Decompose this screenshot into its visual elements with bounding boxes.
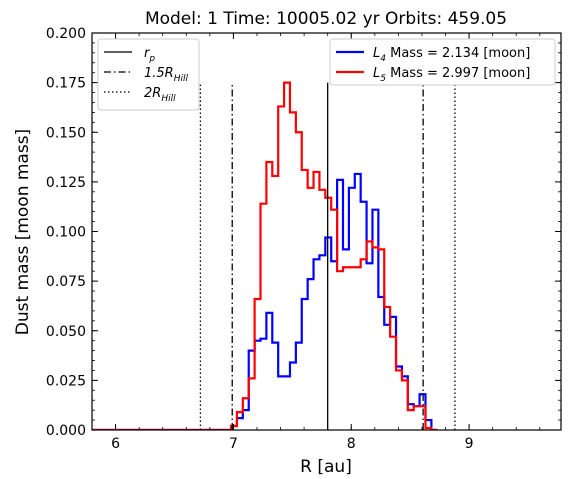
legend-series-label-2: L5 Mass = 2.997 [moon] [373, 66, 530, 84]
x-tick-label: 9 [465, 436, 474, 452]
y-tick-label: 0.100 [46, 225, 86, 241]
y-tick-label: 0.000 [46, 423, 86, 439]
series-line-2 [92, 81, 438, 430]
x-tick-label: 8 [347, 436, 356, 452]
y-tick-label: 0.175 [46, 76, 86, 92]
x-tick-label: 7 [229, 436, 238, 452]
legend-line-label-dotted: 2RHill [144, 86, 176, 104]
plot-area: 6 7 8 9 0.000 0.025 0.050 0.075 0.100 0.125 0.150 0… [46, 26, 562, 452]
legend-lines-box [97, 38, 200, 111]
legend-line-label-dashdot: 1.5RHill [144, 66, 188, 84]
legend-series-box [329, 38, 556, 86]
x-tick-label: 6 [111, 436, 120, 452]
x-axis-title: R [au] [300, 457, 352, 477]
chart-title: Model: 1 Time: 10005.02 yr Orbits: 459.0… [145, 9, 507, 29]
y-tick-label: 0.125 [46, 175, 86, 191]
y-tick-label: 0.200 [46, 26, 86, 42]
y-tick-label: 0.150 [46, 125, 86, 141]
legend-series-label-1: L4 Mass = 2.134 [moon] [373, 46, 530, 64]
series-line-1 [92, 172, 438, 430]
y-tick-label: 0.075 [46, 274, 86, 290]
legend-line-label-solid: rp [144, 46, 155, 64]
y-axis-title: Dust mass [moon mass] [13, 129, 33, 335]
y-tick-label: 0.025 [46, 373, 86, 389]
y-tick-label: 0.050 [46, 324, 86, 340]
